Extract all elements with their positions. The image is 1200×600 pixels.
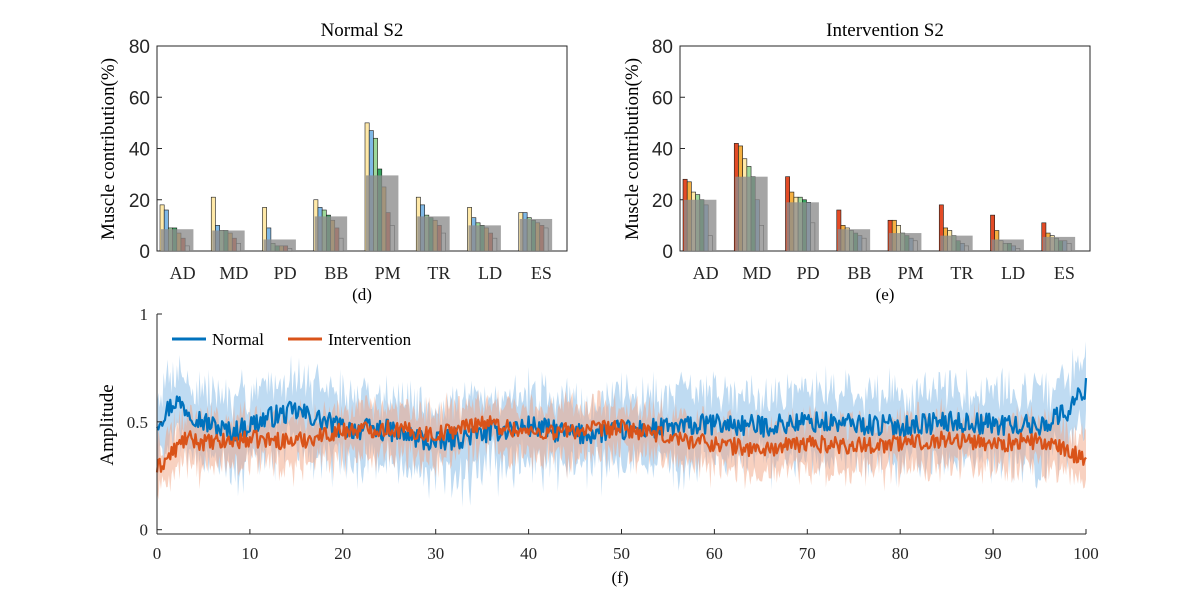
- e-mean-bar-bb: [837, 229, 871, 251]
- f-xtick-label: 10: [241, 544, 258, 563]
- d-mean-bar-tr: [417, 216, 450, 251]
- d-xtick-label-ad: AD: [170, 263, 196, 283]
- band-intervention: [157, 389, 1086, 500]
- e-xtick-label-bb: BB: [847, 263, 871, 283]
- d-mean-bar-es: [519, 218, 553, 251]
- d-ytick-label: 80: [129, 37, 150, 58]
- d-mean-bar-pm: [366, 175, 399, 251]
- panel-f-legend: Normal Intervention: [172, 330, 412, 349]
- d-ytick-label: 20: [129, 191, 150, 212]
- e-xtick-label-ad: AD: [693, 263, 719, 283]
- e-ytick-label: 40: [652, 140, 673, 161]
- line-intervention: [155, 415, 1087, 473]
- panel-d-caption: (d): [352, 285, 372, 304]
- d-mean-bar-bb: [314, 216, 348, 251]
- d-xtick-label-es: ES: [531, 263, 552, 283]
- f-xtick-label: 100: [1073, 544, 1099, 563]
- panel-f-ylabel: Amplitude: [97, 384, 118, 465]
- f-xtick-label: 30: [427, 544, 444, 563]
- e-xtick-label-ld: LD: [1001, 263, 1025, 283]
- panel-f-marks: 00.510 10 20 30 40 50 60 70 80 90 100: [127, 305, 1099, 563]
- e-ytick-label: 60: [652, 88, 673, 109]
- panel-e-caption: (e): [876, 285, 895, 304]
- e-mean-bar-tr: [940, 235, 973, 251]
- d-xtick-label-md: MD: [219, 263, 248, 283]
- d-mean-bar-ad: [161, 229, 194, 251]
- f-xtick-label: 70: [799, 544, 816, 563]
- d-xtick-label-pm: PM: [375, 263, 401, 283]
- e-ytick-label: 0: [662, 242, 673, 263]
- f-ytick-label: 0.5: [127, 413, 148, 432]
- e-mean-bar-pd: [786, 202, 819, 251]
- panel-e-ylabel: Muscle contribution(%): [622, 58, 643, 240]
- e-xtick-label-pd: PD: [797, 263, 820, 283]
- f-xtick-label: 50: [613, 544, 630, 563]
- panel-e-title: Intervention S2: [826, 20, 944, 41]
- f-ytick-label: 1: [140, 305, 149, 324]
- e-mean-bar-es: [1042, 236, 1076, 251]
- d-mean-bar-md: [212, 230, 245, 251]
- d-ytick-label: 0: [139, 242, 150, 263]
- d-xtick-label-ld: LD: [478, 263, 502, 283]
- d-xtick-label-pd: PD: [274, 263, 297, 283]
- e-ytick-label: 80: [652, 37, 673, 58]
- d-mean-bar-ld: [468, 225, 501, 251]
- e-xtick-label-pm: PM: [898, 263, 924, 283]
- f-xtick-label: 20: [334, 544, 351, 563]
- panel-d-title: Normal S2: [321, 20, 404, 41]
- panel-normal-s2: Normal S2 (d) Muscle contribution(%) 0 20…: [98, 20, 568, 304]
- e-xtick-label-es: ES: [1054, 263, 1075, 283]
- legend-intervention-label: Intervention: [328, 330, 412, 349]
- panel-d-ylabel: Muscle contribution(%): [98, 58, 119, 240]
- e-xtick-label-tr: TR: [950, 263, 973, 283]
- d-xtick-label-bb: BB: [324, 263, 348, 283]
- f-ytick-label: 0: [140, 521, 149, 540]
- f-xtick-label: 60: [706, 544, 723, 563]
- d-axes-box: [156, 45, 568, 252]
- e-xtick-label-md: MD: [742, 263, 771, 283]
- f-xtick-label: 80: [892, 544, 909, 563]
- d-xtick-label-tr: TR: [427, 263, 450, 283]
- e-mean-bar-ld: [991, 239, 1024, 251]
- d-ytick-label: 40: [129, 140, 150, 161]
- f-xtick-label: 0: [153, 544, 162, 563]
- panel-amplitude: (f) Amplitude 00.510 10 20 30 40 50 60 70 80 90 10…: [97, 305, 1099, 587]
- f-xtick-label: 40: [520, 544, 537, 563]
- panel-e-marks: 0 20 40 60 80 AD MD PD BB PM TR LD ES: [652, 37, 1091, 283]
- panel-intervention-s2: Intervention S2 (e) Muscle contribution(…: [622, 20, 1091, 304]
- e-mean-bar-pm: [889, 233, 922, 251]
- e-mean-bar-ad: [684, 199, 717, 251]
- panel-d-marks: 0 20 40 60 80 AD MD PD BB PM TR LD ES: [129, 37, 568, 283]
- panel-f-caption: (f): [612, 568, 629, 587]
- e-ytick-label: 20: [652, 191, 673, 212]
- legend-normal-label: Normal: [212, 330, 264, 349]
- d-mean-bar-pd: [263, 239, 296, 251]
- f-xtick-label: 90: [985, 544, 1002, 563]
- d-ytick-label: 60: [129, 88, 150, 109]
- e-mean-bar-md: [735, 176, 768, 251]
